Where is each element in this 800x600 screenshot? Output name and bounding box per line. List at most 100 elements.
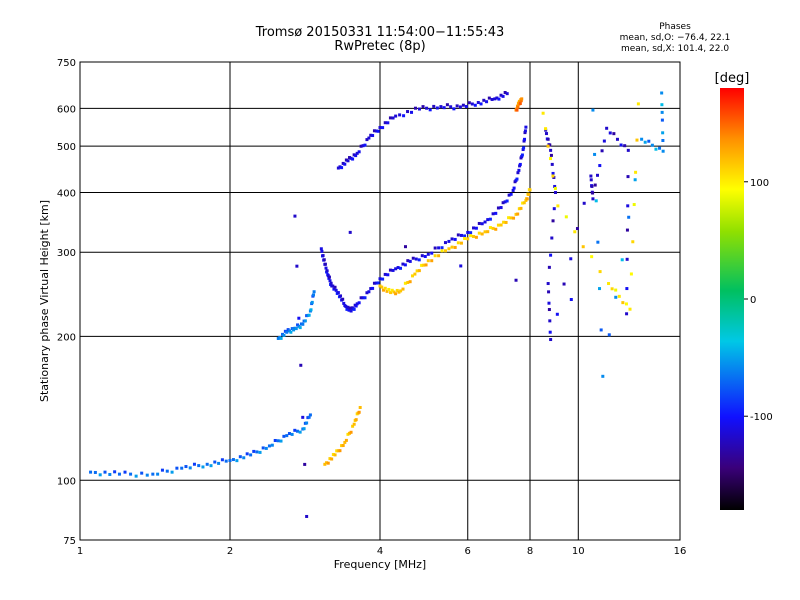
data-point [255, 450, 259, 454]
data-point [593, 152, 597, 156]
data-point [333, 453, 337, 457]
y-tick-label: 600 [57, 104, 76, 115]
data-point [467, 101, 471, 105]
data-point [505, 199, 509, 203]
data-point [550, 236, 554, 240]
data-point [348, 431, 352, 435]
data-point [453, 237, 457, 241]
data-point [367, 136, 371, 140]
data-point [293, 428, 297, 432]
colorbar-tick-label: -100 [750, 412, 773, 423]
data-point [635, 138, 639, 142]
data-point [625, 228, 629, 232]
data-point [355, 302, 359, 306]
data-point [466, 230, 470, 234]
data-point [406, 280, 410, 284]
data-point [591, 197, 595, 201]
x-tick-label: 4 [377, 546, 383, 557]
data-point [605, 126, 609, 130]
data-point [499, 93, 503, 97]
data-point [528, 188, 532, 192]
data-point [385, 289, 389, 293]
data-point [631, 240, 635, 244]
data-point [369, 133, 373, 137]
colorbar [720, 88, 744, 510]
data-point [401, 287, 405, 291]
data-point [354, 418, 358, 422]
data-point [658, 146, 662, 150]
data-point [461, 103, 465, 107]
data-point [413, 272, 417, 276]
x-tick-label: 16 [674, 546, 687, 557]
data-point [346, 159, 350, 163]
data-point [459, 233, 463, 237]
data-point [89, 470, 93, 474]
data-point [548, 143, 552, 147]
data-point [340, 444, 344, 448]
data-point [391, 116, 395, 120]
data-point [389, 291, 393, 295]
colorbar-label: [deg] [715, 71, 750, 86]
data-point [228, 458, 232, 462]
data-point [600, 149, 604, 153]
data-point [521, 201, 525, 205]
data-point [483, 220, 487, 224]
data-point [399, 289, 403, 293]
data-point [551, 171, 555, 175]
data-point [319, 247, 323, 251]
data-point [440, 246, 444, 250]
data-point [285, 330, 289, 334]
data-point [647, 139, 651, 143]
data-point [322, 258, 326, 262]
data-point [156, 472, 160, 476]
data-point [363, 143, 367, 147]
data-point [555, 312, 559, 316]
data-point [544, 132, 548, 136]
data-point [287, 432, 291, 436]
x-tick-labels: 1 2 4 6 8 10 16 [77, 546, 687, 557]
data-point [343, 162, 347, 166]
data-point [422, 263, 426, 267]
plot-frame [79, 61, 681, 541]
data-point [614, 295, 618, 299]
data-point [339, 294, 343, 298]
data-point [213, 460, 217, 464]
data-point [591, 191, 595, 195]
data-point [507, 193, 511, 197]
data-point [411, 256, 415, 260]
data-point [252, 449, 256, 453]
data-point [551, 219, 555, 223]
data-point [394, 267, 398, 271]
data-point [442, 106, 446, 110]
data-point [660, 91, 664, 95]
data-point [415, 269, 419, 273]
data-point [443, 241, 447, 245]
data-point [321, 254, 325, 258]
data-point [569, 298, 573, 302]
data-point [547, 301, 551, 305]
colorbar-ticks: 100 0 -100 [744, 178, 773, 423]
data-point [351, 424, 355, 428]
data-point [445, 103, 449, 107]
data-point [333, 285, 337, 289]
data-point [562, 282, 566, 286]
data-point [522, 139, 526, 143]
data-point [383, 272, 387, 276]
data-point [209, 464, 213, 468]
data-point [541, 111, 545, 115]
data-point [625, 312, 629, 316]
data-point [279, 336, 283, 340]
grid-layer [80, 62, 680, 540]
data-point [426, 252, 430, 256]
data-point [349, 309, 353, 313]
data-point [205, 462, 209, 466]
data-point [660, 118, 664, 122]
data-point [523, 137, 527, 141]
data-point [503, 200, 507, 204]
data-point [359, 144, 363, 148]
data-point [312, 290, 316, 294]
data-point [326, 461, 330, 465]
data-point [220, 458, 224, 462]
data-point [361, 144, 365, 148]
data-point [548, 157, 552, 161]
